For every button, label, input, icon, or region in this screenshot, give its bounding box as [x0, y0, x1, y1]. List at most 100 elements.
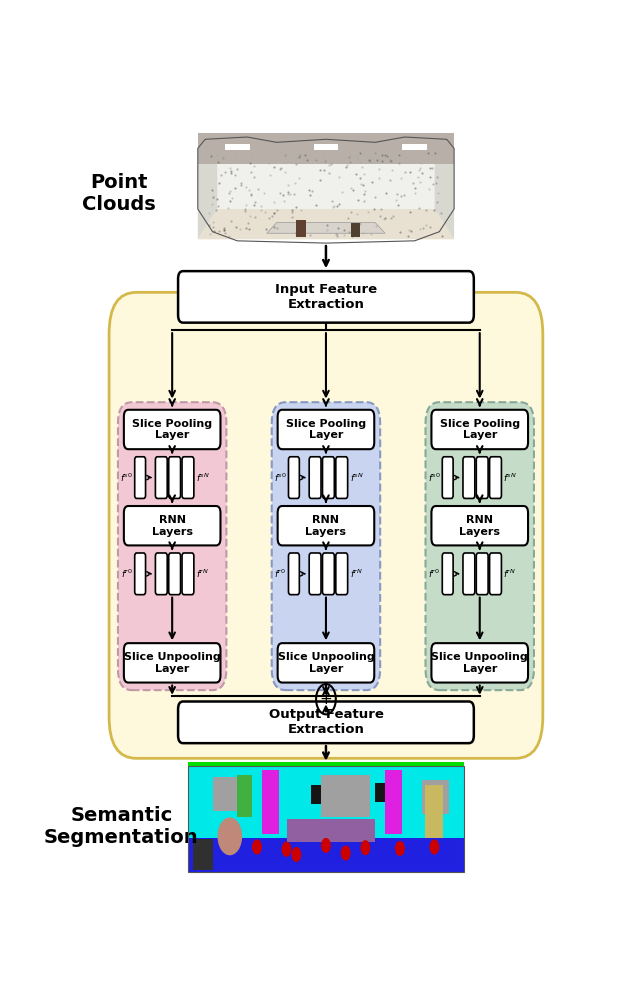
Circle shape	[282, 841, 291, 857]
Point	[410, 180, 420, 196]
Point	[356, 176, 366, 192]
Point	[382, 149, 392, 164]
Point	[328, 199, 338, 215]
Point	[394, 155, 404, 171]
Point	[423, 145, 433, 160]
Point	[385, 153, 396, 168]
Point	[276, 159, 286, 175]
Point	[333, 220, 343, 236]
Point	[212, 191, 223, 207]
Point	[413, 161, 424, 177]
Point	[377, 154, 387, 169]
Point	[366, 226, 377, 242]
Point	[240, 203, 250, 218]
Point	[405, 164, 415, 180]
Point	[376, 201, 386, 216]
Point	[396, 188, 406, 204]
Point	[213, 154, 223, 169]
Point	[261, 221, 272, 237]
Text: $f^{rN}$: $f^{rN}$	[196, 568, 209, 580]
Point	[356, 215, 366, 230]
Bar	[212, 777, 245, 812]
FancyBboxPatch shape	[322, 553, 335, 594]
Point	[269, 219, 279, 235]
Point	[294, 170, 304, 186]
FancyBboxPatch shape	[278, 409, 374, 449]
Text: Slice Unpooling
Layer: Slice Unpooling Layer	[277, 652, 375, 674]
Point	[256, 203, 266, 218]
FancyBboxPatch shape	[431, 506, 528, 545]
Point	[327, 193, 337, 209]
Point	[352, 207, 362, 222]
FancyBboxPatch shape	[431, 409, 528, 449]
Point	[347, 226, 357, 242]
Circle shape	[395, 841, 404, 856]
Text: Output Feature
Extraction: Output Feature Extraction	[268, 708, 384, 736]
Point	[220, 224, 230, 240]
Point	[230, 219, 240, 235]
Point	[392, 187, 403, 203]
Point	[263, 154, 273, 170]
Point	[209, 223, 219, 239]
Point	[235, 175, 245, 191]
Point	[244, 182, 254, 198]
Point	[352, 152, 363, 167]
Point	[204, 216, 214, 232]
Point	[424, 181, 434, 197]
Point	[291, 155, 301, 171]
FancyBboxPatch shape	[272, 402, 380, 690]
Point	[381, 185, 391, 201]
Point	[410, 185, 420, 201]
FancyBboxPatch shape	[124, 506, 221, 545]
FancyBboxPatch shape	[124, 409, 221, 449]
Point	[420, 202, 431, 217]
FancyBboxPatch shape	[155, 553, 167, 594]
FancyBboxPatch shape	[442, 553, 453, 594]
Point	[249, 169, 259, 185]
Polygon shape	[267, 222, 385, 233]
Polygon shape	[434, 149, 454, 239]
Point	[206, 149, 216, 164]
Point	[343, 210, 353, 225]
Text: Point
Clouds: Point Clouds	[82, 173, 156, 215]
FancyBboxPatch shape	[322, 457, 335, 499]
Point	[240, 202, 250, 217]
Point	[386, 154, 396, 169]
Point	[315, 162, 325, 178]
FancyBboxPatch shape	[309, 553, 321, 594]
FancyBboxPatch shape	[289, 553, 300, 594]
Bar	[188, 762, 464, 768]
Circle shape	[291, 847, 301, 862]
Point	[334, 196, 344, 212]
Point	[250, 194, 260, 210]
Point	[385, 172, 395, 188]
Point	[359, 186, 369, 202]
Point	[342, 156, 352, 172]
Point	[304, 182, 314, 198]
Point	[269, 205, 279, 220]
Point	[430, 146, 440, 161]
Point	[243, 215, 253, 231]
Point	[380, 211, 391, 226]
Point	[387, 161, 398, 177]
Text: $f^{rN}$: $f^{rN}$	[504, 568, 516, 580]
Circle shape	[361, 840, 370, 855]
Point	[307, 183, 317, 199]
Polygon shape	[198, 133, 454, 163]
Point	[351, 166, 361, 182]
Point	[269, 195, 279, 211]
Point	[272, 203, 282, 218]
Point	[223, 185, 233, 201]
Point	[240, 179, 251, 195]
Point	[406, 223, 416, 239]
Point	[321, 222, 331, 238]
Point	[344, 223, 354, 239]
Point	[414, 201, 424, 216]
Text: $f^{r0}$: $f^{r0}$	[121, 568, 133, 580]
Text: +: +	[319, 692, 333, 707]
Point	[241, 197, 251, 213]
Point	[283, 186, 293, 202]
Point	[354, 154, 364, 169]
Point	[366, 150, 377, 165]
Point	[363, 204, 373, 219]
